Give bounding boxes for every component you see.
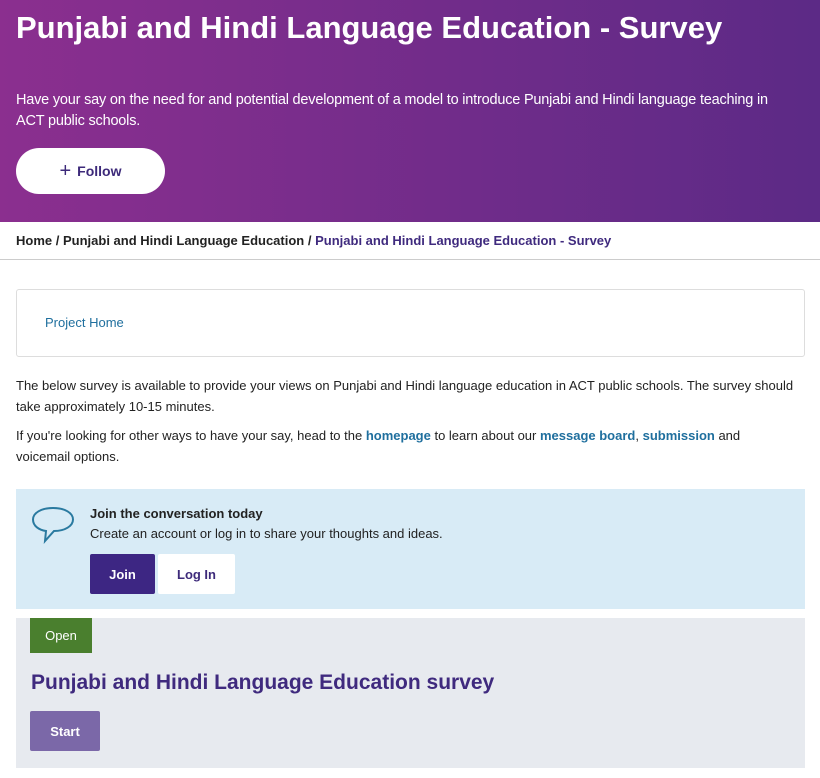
text: and voicemail options.: [16, 428, 741, 464]
text: to learn about our: [430, 428, 540, 443]
breadcrumb-home[interactable]: Home: [16, 233, 53, 248]
speech-bubble-icon: [31, 506, 75, 544]
breadcrumb-separator: /: [307, 233, 312, 248]
plus-icon: +: [59, 160, 72, 182]
divider: [0, 259, 820, 260]
survey-title: Punjabi and Hindi Language Education sur…: [31, 671, 495, 694]
join-button[interactable]: Join: [90, 554, 155, 594]
breadcrumb-project[interactable]: Punjabi and Hindi Language Education: [63, 233, 305, 248]
login-button[interactable]: Log In: [158, 554, 235, 594]
homepage-link[interactable]: homepage: [365, 428, 431, 443]
join-conversation-panel: Join the conversation today Create an ac…: [16, 489, 805, 609]
text: ,: [635, 428, 643, 443]
follow-button[interactable]: + Follow: [16, 148, 165, 194]
join-text: Create an account or log in to share you…: [90, 526, 443, 541]
project-home-link[interactable]: Project Home: [45, 315, 124, 330]
hero-banner: Punjabi and Hindi Language Education - S…: [0, 0, 820, 222]
project-nav: Project Home: [16, 289, 805, 357]
survey-card: Open Punjabi and Hindi Language Educatio…: [16, 618, 805, 768]
breadcrumb: Home / Punjabi and Hindi Language Educat…: [16, 233, 611, 248]
submission-link[interactable]: submission: [642, 428, 715, 443]
status-badge: Open: [30, 618, 92, 653]
start-button[interactable]: Start: [30, 711, 100, 751]
intro-paragraph: The below survey is available to provide…: [16, 378, 794, 414]
text: If you're looking for other ways to have…: [16, 428, 366, 443]
follow-label: Follow: [77, 163, 122, 179]
page-title: Punjabi and Hindi Language Education - S…: [16, 10, 723, 45]
breadcrumb-current: Punjabi and Hindi Language Education - S…: [315, 233, 612, 248]
message-board-link[interactable]: message board: [539, 428, 636, 443]
join-title: Join the conversation today: [90, 506, 263, 521]
page-subtitle: Have your say on the need for and potent…: [16, 92, 768, 129]
breadcrumb-separator: /: [55, 233, 60, 248]
other-ways-paragraph: If you're looking for other ways to have…: [16, 425, 796, 467]
